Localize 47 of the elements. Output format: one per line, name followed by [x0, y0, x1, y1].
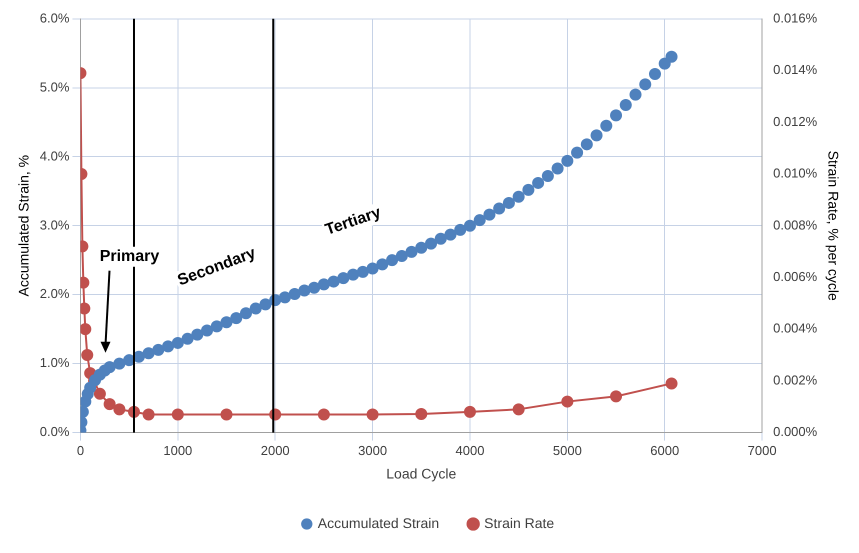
y2-tick-label: 0.012% — [773, 114, 818, 129]
x-tick-label: 4000 — [456, 442, 484, 458]
point — [512, 403, 525, 416]
point — [610, 390, 622, 402]
y-tick-label: 3.0% — [40, 217, 70, 232]
y-tick-label: 0.0% — [40, 424, 70, 440]
point — [81, 349, 94, 362]
x-tick-label: 0 — [76, 442, 84, 458]
x-tick-label: 2000 — [260, 442, 290, 458]
y-tick-label: 5.0% — [40, 79, 70, 94]
y-tick-label: 1.0% — [40, 355, 70, 370]
y2-tick-label: 0.002% — [773, 372, 818, 388]
x-tick-label: 3000 — [358, 442, 388, 458]
point — [415, 408, 428, 420]
x-tick-label: 1000 — [163, 442, 192, 458]
x-axis-title: Load Cycle — [386, 465, 456, 482]
point — [366, 408, 379, 420]
y2-axis-title: Strain Rate, % per cycle — [826, 150, 842, 301]
point — [80, 323, 92, 336]
point — [561, 396, 574, 408]
x-tick-label: 6000 — [650, 442, 680, 458]
point — [318, 408, 330, 420]
point — [94, 388, 106, 400]
y2-tick-label: 0.010% — [773, 166, 818, 181]
annotation: Tertiary — [323, 204, 384, 239]
annotation: Primary — [100, 248, 160, 266]
point — [113, 403, 126, 416]
point — [666, 377, 678, 390]
point — [142, 408, 155, 420]
point — [464, 406, 476, 418]
point — [172, 408, 184, 420]
y2-tick-label: 0.006% — [773, 269, 818, 284]
y-tick-label: 4.0% — [40, 148, 70, 164]
y2-tick-label: 0.004% — [773, 320, 818, 336]
y-axis-title: Accumulated Strain, % — [15, 154, 32, 297]
y-tick-label: 6.0% — [40, 10, 70, 26]
y2-tick-label: 0.000% — [773, 424, 818, 440]
y2-tick-label: 0.014% — [773, 62, 818, 78]
legend-label: Accumulated Strain — [318, 514, 440, 531]
point — [104, 398, 116, 410]
y-tick-label: 2.0% — [40, 286, 70, 302]
y2-tick-label: 0.008% — [773, 217, 818, 232]
y2-tick-label: 0.016% — [773, 10, 818, 26]
x-tick-label: 5000 — [552, 442, 582, 458]
point — [220, 408, 233, 420]
x-tick-label: 7000 — [748, 442, 777, 458]
legend-label: Strain Rate — [484, 514, 554, 531]
